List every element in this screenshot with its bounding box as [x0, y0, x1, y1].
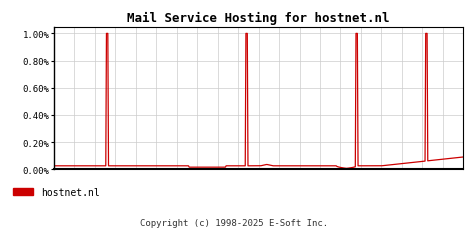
Title: Mail Service Hosting for hostnet.nl: Mail Service Hosting for hostnet.nl [127, 12, 390, 25]
Text: Copyright (c) 1998-2025 E-Soft Inc.: Copyright (c) 1998-2025 E-Soft Inc. [140, 218, 328, 227]
Legend: hostnet.nl: hostnet.nl [9, 184, 103, 201]
